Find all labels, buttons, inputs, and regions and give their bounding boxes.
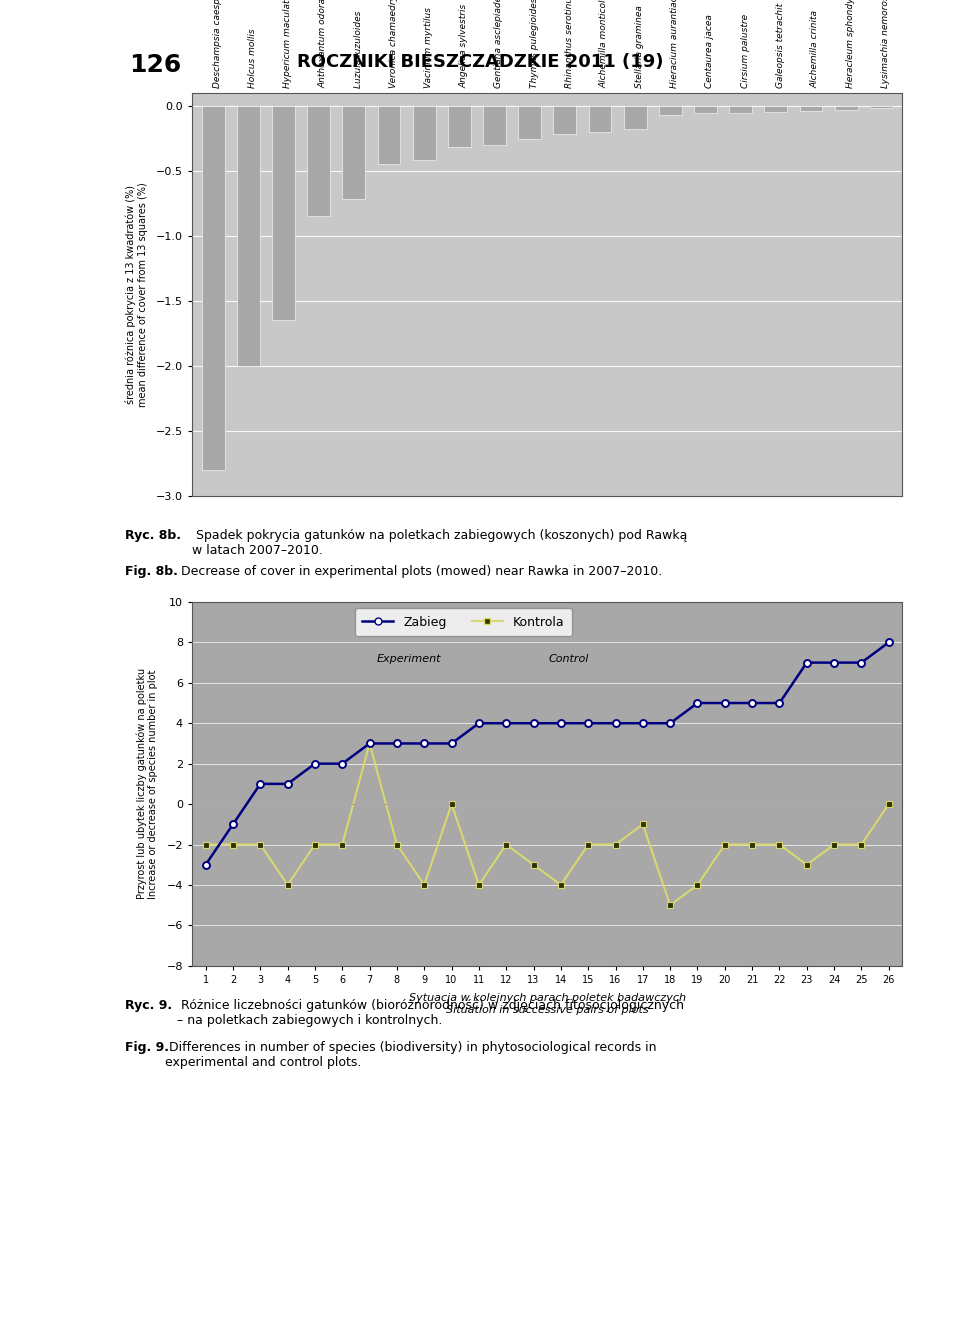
Bar: [624, 106, 646, 130]
Bar: [448, 106, 470, 147]
Bar: [834, 106, 857, 110]
Y-axis label: średnia różnica pokrycia z 13 kwadratów (%)
mean difference of cover from 13 squ: średnia różnica pokrycia z 13 kwadratów …: [125, 183, 148, 406]
Text: Differences in number of species (biodiversity) in phytosociological records in
: Differences in number of species (biodiv…: [165, 1041, 657, 1069]
Bar: [588, 106, 612, 132]
Bar: [483, 106, 506, 144]
Text: Experiment: Experiment: [376, 654, 441, 664]
Bar: [800, 106, 823, 111]
Text: Fig. 9.: Fig. 9.: [125, 1041, 169, 1054]
Text: ROCZNIKI BIESZCZADZKIE 2011 (19): ROCZNIKI BIESZCZADZKIE 2011 (19): [297, 53, 663, 71]
Bar: [694, 106, 717, 114]
Text: Control: Control: [548, 654, 588, 664]
Text: 126: 126: [130, 53, 181, 77]
Bar: [870, 106, 893, 108]
Text: Ryc. 9.: Ryc. 9.: [125, 999, 172, 1012]
Bar: [764, 106, 787, 112]
Bar: [659, 106, 682, 115]
Bar: [377, 106, 400, 164]
X-axis label: Sytuacja w kolejnych parach poletek badawczych
Situation in successive pairs of : Sytuacja w kolejnych parach poletek bada…: [409, 994, 685, 1015]
Bar: [307, 106, 330, 216]
Bar: [553, 106, 576, 134]
Bar: [518, 106, 541, 139]
Text: Fig. 8b.: Fig. 8b.: [125, 565, 178, 578]
Text: Decrease of cover in experimental plots (mowed) near Rawka in 2007–2010.: Decrease of cover in experimental plots …: [177, 565, 661, 578]
Bar: [202, 106, 225, 470]
Legend: Zabieg, Kontrola: Zabieg, Kontrola: [354, 609, 572, 636]
Bar: [343, 106, 365, 200]
Bar: [730, 106, 752, 112]
Y-axis label: Przyrost lub ubytek liczby gatunków na poletku
Increase or decrease of species n: Przyrost lub ubytek liczby gatunków na p…: [136, 668, 158, 900]
Text: Różnice liczebności gatunków (bioróżnorodność) w zdjęciach fitosocjologicznych
–: Różnice liczebności gatunków (bioróżnoro…: [177, 999, 684, 1027]
Bar: [413, 106, 436, 160]
Text: Ryc. 8b.: Ryc. 8b.: [125, 529, 180, 542]
Bar: [272, 106, 295, 320]
Text: Spadek pokrycia gatunków na poletkach zabiegowych (koszonych) pod Rawką
w latach: Spadek pokrycia gatunków na poletkach za…: [192, 529, 687, 557]
Bar: [237, 106, 260, 366]
